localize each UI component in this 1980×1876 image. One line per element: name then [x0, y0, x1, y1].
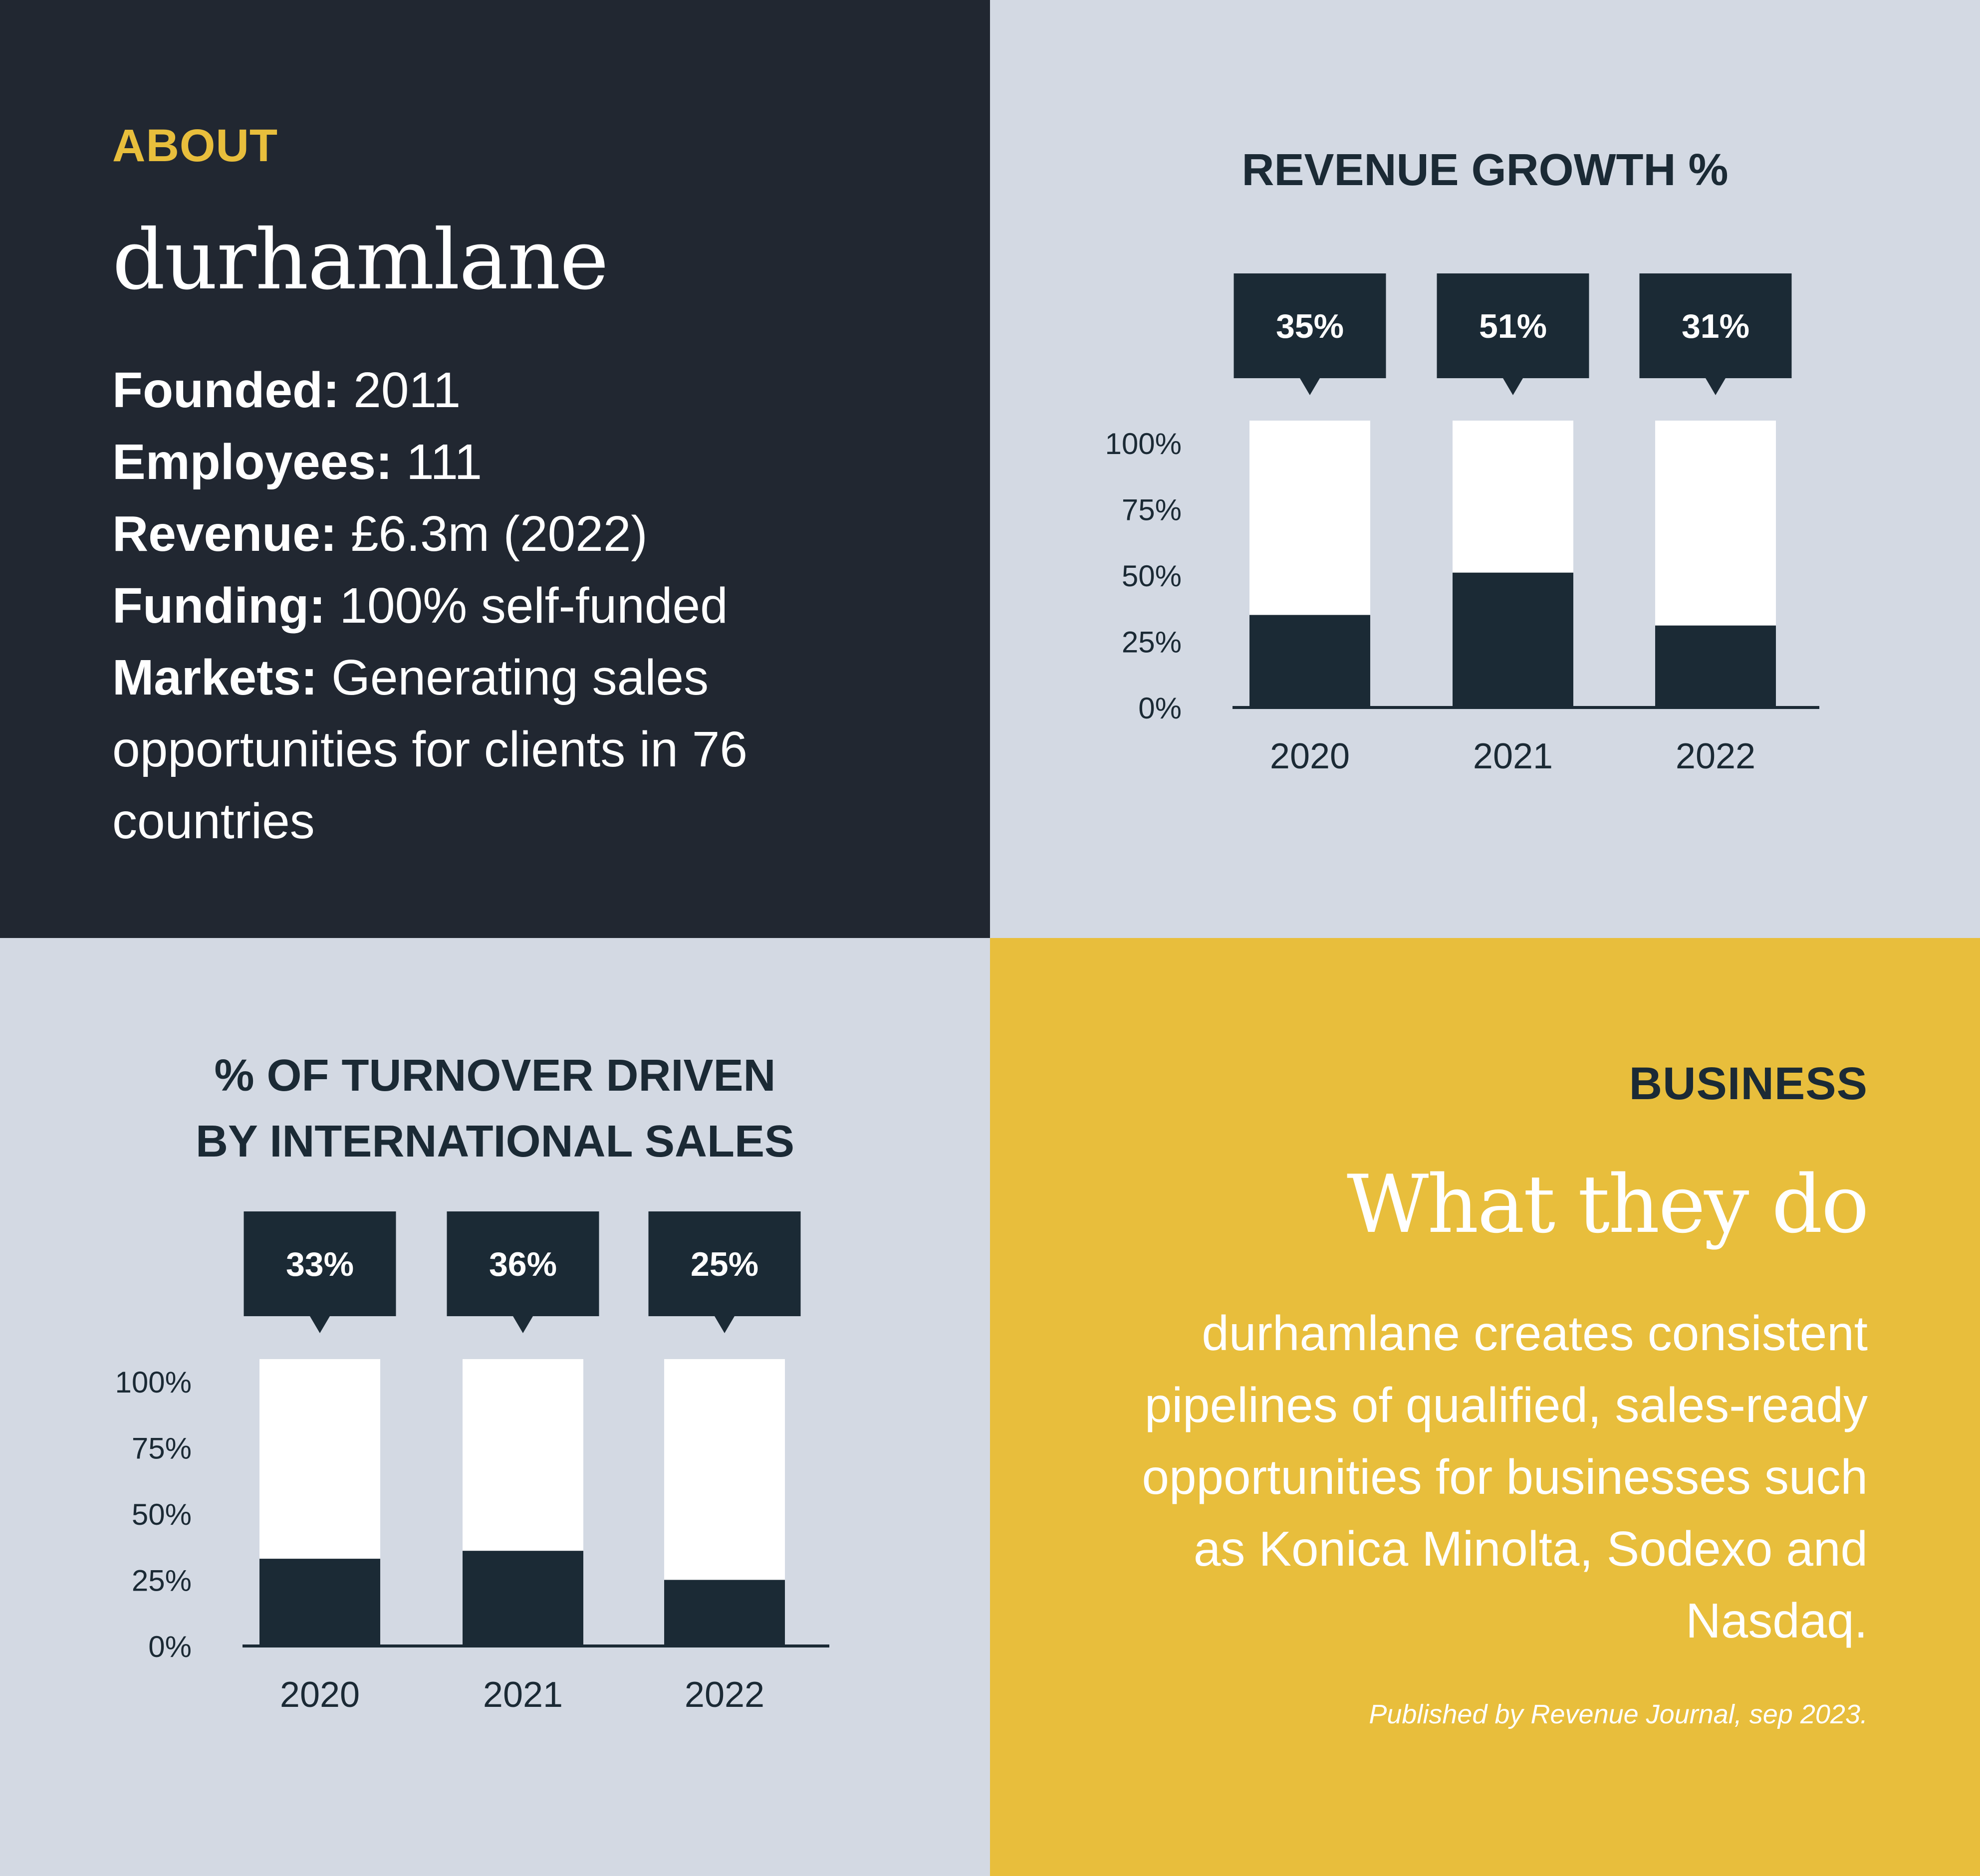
data-label-callout: [244, 1211, 396, 1316]
fact-markets: Markets: Generating sales opportunities …: [112, 642, 891, 857]
about-panel: ABOUT durhamlane Founded: 2011 Employees…: [0, 0, 990, 938]
fact-label: Founded:: [112, 362, 340, 418]
publication-credit: Published by Revenue Journal, sep 2023.: [1369, 1699, 1868, 1729]
data-label: 35%: [1276, 307, 1344, 345]
revenue-chart-title: REVENUE GROWTH %: [1241, 145, 1729, 195]
bar: [463, 1551, 583, 1646]
y-tick-label: 75%: [132, 1432, 192, 1465]
international-chart-title-line-2: BY INTERNATIONAL SALES: [195, 1117, 795, 1167]
business-panel: [990, 938, 1980, 1876]
fact-label: Markets:: [112, 650, 318, 705]
callout-pointer: [1300, 378, 1320, 395]
y-tick-label: 75%: [1122, 493, 1182, 527]
bar: [1453, 572, 1573, 707]
y-tick-label: 25%: [1122, 626, 1182, 659]
data-label-callout: [1234, 273, 1386, 378]
company-name: durhamlane: [112, 212, 609, 308]
data-label-callout: [1437, 273, 1589, 378]
bar: [664, 1580, 785, 1646]
business-eyebrow: BUSINESS: [1629, 1058, 1868, 1109]
international-sales-chart: 0% 25% 50% 75% 100% 33% 2020 36% 2021 25% 2022: [115, 1211, 829, 1715]
y-tick-label: 100%: [115, 1366, 192, 1399]
y-tick-label: 100%: [1105, 427, 1182, 461]
business-heading: What they do: [1346, 1158, 1869, 1251]
international-chart-title: % OF TURNOVER DRIVEN BY INTERNATIONAL SA…: [0, 1043, 990, 1174]
fact-value: 2011: [353, 362, 461, 418]
fact-value: £6.3m (2022): [350, 506, 648, 562]
x-tick-label: 2022: [1676, 736, 1755, 776]
business-description: durhamlane creates consistent pipelines …: [1142, 1306, 1868, 1648]
fact-revenue: Revenue: £6.3m (2022): [112, 498, 891, 570]
data-label-callout: [648, 1211, 801, 1316]
fact-label: Funding:: [112, 578, 326, 634]
data-label: 25%: [691, 1245, 758, 1283]
bar: [259, 1559, 380, 1646]
y-tick-label: 50%: [132, 1498, 192, 1531]
y-tick-label: 25%: [132, 1564, 192, 1598]
fact-founded: Founded: 2011: [112, 354, 891, 426]
company-facts: Founded: 2011 Employees: 111 Revenue: £6…: [112, 354, 891, 857]
fact-value: Generating sales opportunities for clien…: [112, 650, 747, 849]
data-label: 31%: [1682, 307, 1749, 345]
revenue-growth-chart: 0% 25% 50% 75% 100% 35% 2020 51% 2021 31% 2022: [1105, 273, 1819, 776]
callout-pointer: [715, 1316, 735, 1333]
x-tick-label: 2021: [1473, 736, 1553, 776]
callout-pointer: [1503, 378, 1523, 395]
bar: [1249, 615, 1370, 707]
fact-label: Employees:: [112, 434, 393, 490]
revenue-growth-panel: REVENUE GROWTH % 0% 25% 50% 75% 100% 35% 2020 5…: [990, 0, 1980, 938]
data-label-callout: [1639, 273, 1792, 378]
callout-pointer: [513, 1316, 533, 1333]
international-sales-panel: % OF TURNOVER DRIVEN BY INTERNATIONAL SA…: [0, 938, 990, 1876]
callout-pointer: [310, 1316, 330, 1333]
x-tick-label: 2021: [483, 1675, 563, 1715]
x-tick-label: 2022: [685, 1675, 764, 1715]
fact-label: Revenue:: [112, 506, 337, 562]
about-eyebrow: ABOUT: [112, 120, 278, 171]
fact-employees: Employees: 111: [112, 426, 891, 498]
y-tick-label: 50%: [1122, 559, 1182, 593]
y-tick-label: 0%: [1138, 692, 1182, 725]
callout-pointer: [1706, 378, 1726, 395]
x-tick-label: 2020: [1270, 736, 1350, 776]
fact-value: 111: [406, 434, 483, 490]
data-label: 51%: [1479, 307, 1547, 345]
fact-funding: Funding: 100% self-funded: [112, 570, 891, 642]
data-label: 33%: [286, 1245, 354, 1283]
y-tick-label: 0%: [148, 1630, 192, 1663]
x-tick-label: 2020: [280, 1675, 360, 1715]
international-chart-title-line-1: % OF TURNOVER DRIVEN: [214, 1051, 776, 1101]
data-label: 36%: [489, 1245, 557, 1283]
bar: [1655, 625, 1776, 707]
fact-value: 100% self-funded: [339, 578, 728, 634]
data-label-callout: [447, 1211, 599, 1316]
